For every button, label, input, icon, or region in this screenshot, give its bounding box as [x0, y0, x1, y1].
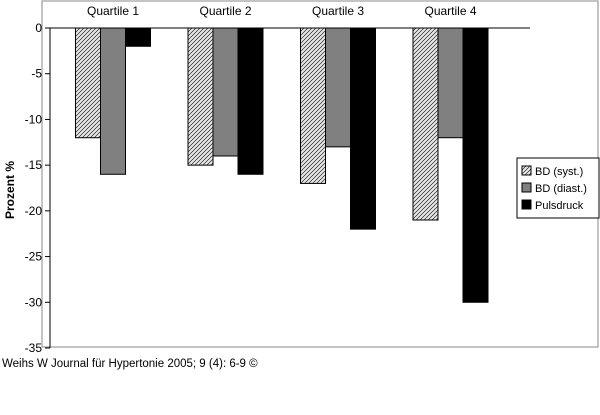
y-tick-label: -30 — [25, 295, 43, 309]
legend-label: BD (syst.) — [535, 166, 583, 178]
bar — [350, 27, 376, 230]
category-labels: Quartile 1 Quartile 2 Quartile 3 Quartile 4 — [87, 4, 477, 18]
y-tick-label: -35 — [25, 341, 43, 355]
bar — [187, 27, 214, 166]
bar — [412, 27, 439, 221]
legend-swatch — [521, 199, 532, 210]
bar — [212, 27, 239, 157]
legend-label: Pulsdruck — [535, 200, 584, 212]
legend-swatch — [521, 165, 532, 176]
y-axis-ticks: 0 -5 -10 -15 -20 -25 -30 -35 — [25, 21, 50, 355]
bar — [437, 27, 464, 139]
category-label: Quartile 2 — [199, 4, 251, 18]
y-tick-label: -25 — [25, 250, 43, 264]
y-tick-label: -20 — [25, 204, 43, 218]
y-tick-label: 0 — [35, 21, 42, 35]
legend: BD (syst.) BD (diast.) Pulsdruck — [516, 157, 600, 219]
y-tick-label: -15 — [25, 158, 43, 172]
bar — [237, 27, 264, 175]
y-tick-label: -5 — [31, 67, 42, 81]
category-label: Quartile 4 — [424, 4, 476, 18]
category-label: Quartile 1 — [87, 4, 139, 18]
bar — [75, 27, 101, 139]
bar — [100, 27, 126, 175]
y-tick-label: -10 — [25, 112, 43, 126]
bar — [462, 27, 489, 303]
legend-label: BD (diast.) — [535, 183, 587, 195]
bars — [75, 27, 489, 303]
chart-area: 0-5-10-15-20-25-30-35 Quartile 1 Quartile… — [3, 0, 600, 355]
citation-text: Weihs W Journal für Hypertonie 2005; 9 (… — [2, 358, 258, 370]
bar — [325, 27, 351, 148]
bar — [125, 27, 151, 47]
legend-swatch — [521, 182, 532, 193]
bar — [300, 27, 326, 184]
y-axis-title: Prozent % — [3, 161, 17, 219]
category-label: Quartile 3 — [312, 4, 364, 18]
